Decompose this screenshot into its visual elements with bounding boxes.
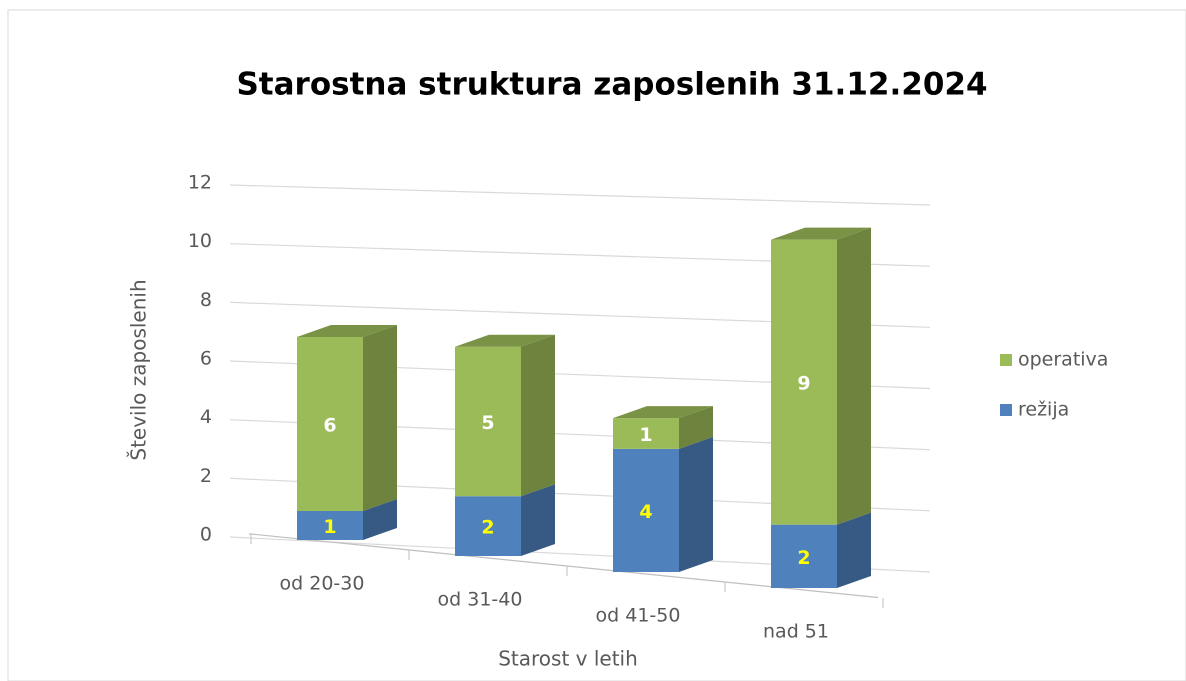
y-tick-label: 8 <box>200 289 212 311</box>
x-tick-label: nad 51 <box>763 621 829 643</box>
chart-frame <box>7 9 1186 681</box>
y-tick-label: 6 <box>200 348 212 370</box>
chart-title: Starostna struktura zaposlenih 31.12.202… <box>236 67 987 103</box>
grid-line <box>229 184 931 206</box>
x-tick-label: od 41-50 <box>596 605 681 627</box>
x-tick-label: od 31-40 <box>438 589 523 611</box>
y-axis-label: Število zaposlenih <box>127 279 151 460</box>
y-tick-label: 12 <box>188 172 212 194</box>
x-axis-label: Starost v letih <box>498 647 638 671</box>
bar <box>771 524 837 588</box>
bar-side <box>837 512 871 588</box>
bar-top <box>771 227 871 240</box>
bar-side <box>521 334 555 497</box>
bar-side <box>363 499 397 540</box>
legend-label: režija <box>1018 399 1069 421</box>
y-tick-label: 2 <box>200 465 212 487</box>
bar-side <box>679 436 713 572</box>
bar-side <box>679 406 713 449</box>
bar-top <box>297 325 397 337</box>
legend-swatch <box>1000 354 1012 366</box>
data-label: 1 <box>323 516 336 538</box>
data-label: 2 <box>481 517 494 539</box>
data-label: 6 <box>323 415 336 437</box>
bar <box>455 496 521 556</box>
bar-side <box>521 484 555 556</box>
x-tick-label: od 20-30 <box>280 573 365 595</box>
data-label: 1 <box>639 424 652 446</box>
bar <box>455 346 521 497</box>
bar-top <box>455 334 555 347</box>
data-label: 4 <box>639 501 652 523</box>
y-tick-label: 0 <box>200 524 212 546</box>
data-label: 2 <box>797 547 810 569</box>
bar-top <box>613 406 713 419</box>
bar <box>613 418 679 449</box>
legend-label: operativa <box>1018 349 1108 371</box>
y-tick-label: 10 <box>188 230 212 252</box>
bar <box>297 511 363 540</box>
data-label: 9 <box>797 373 810 395</box>
legend-swatch <box>1000 404 1012 416</box>
data-label: 5 <box>481 412 494 434</box>
bar-side <box>837 227 871 525</box>
bar-side <box>363 325 397 511</box>
bar <box>297 337 363 511</box>
bar <box>771 239 837 525</box>
bar <box>613 448 679 572</box>
y-tick-label: 4 <box>200 406 212 428</box>
